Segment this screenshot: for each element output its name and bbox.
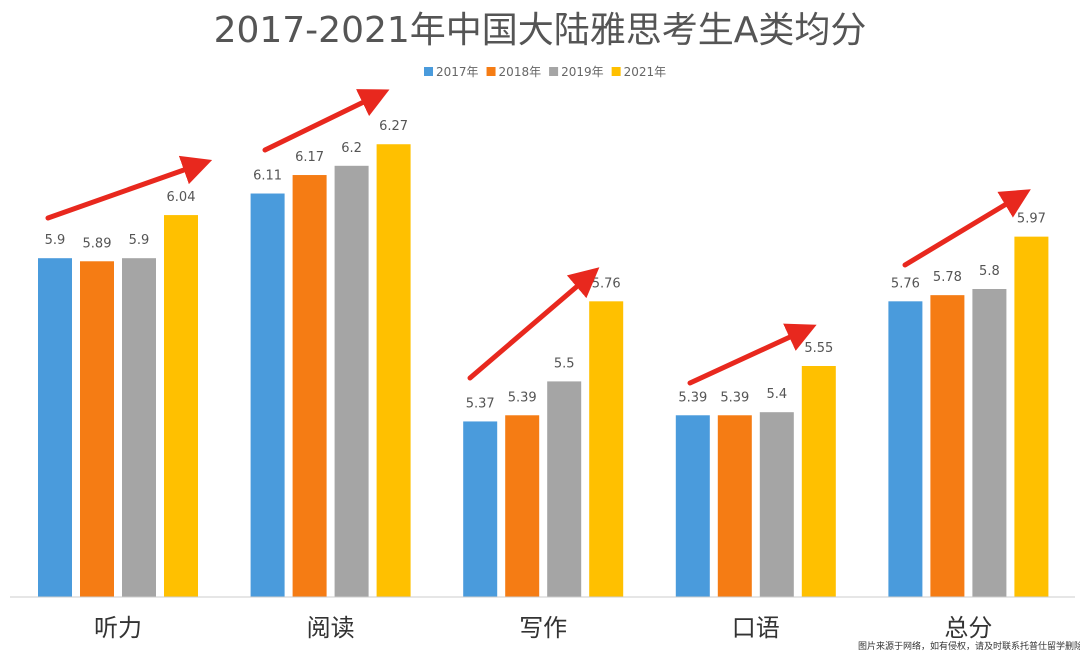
- data-label: 6.27: [379, 119, 408, 134]
- arrow-icon: [467, 267, 600, 381]
- data-label: 5.55: [804, 341, 833, 356]
- data-label: 5.76: [592, 276, 621, 291]
- bar: [547, 381, 582, 597]
- bars: [38, 144, 1049, 598]
- category-label: 总分: [944, 614, 992, 642]
- legend-label: 2018年: [499, 65, 542, 79]
- annotation-arrows: [45, 89, 1031, 386]
- bar: [675, 415, 710, 597]
- data-label: 5.39: [678, 390, 707, 405]
- bar: [376, 144, 411, 598]
- data-label: 6.2: [341, 141, 362, 156]
- legend-swatch: [549, 67, 559, 76]
- data-label: 5.97: [1017, 212, 1046, 227]
- bar: [930, 295, 965, 597]
- data-label: 5.37: [466, 396, 495, 411]
- category-label: 听力: [94, 614, 142, 642]
- category-label: 口语: [732, 614, 780, 642]
- bar: [888, 301, 923, 597]
- bar: [505, 415, 540, 597]
- bar: [759, 412, 794, 597]
- arrow-icon: [687, 323, 817, 386]
- data-label: 6.04: [167, 190, 196, 205]
- legend-label: 2021年: [624, 65, 667, 79]
- arrow-icon: [45, 155, 213, 221]
- bar: [164, 215, 198, 597]
- bar: [334, 165, 369, 598]
- data-label: 5.39: [508, 390, 537, 405]
- bar: [292, 175, 327, 598]
- data-label: 6.17: [295, 150, 324, 165]
- bar: [1014, 236, 1049, 597]
- legend-swatch: [611, 67, 621, 76]
- bar: [250, 193, 285, 597]
- bar: [589, 301, 624, 597]
- legend-label: 2019年: [561, 65, 604, 79]
- data-label: 5.9: [129, 233, 150, 248]
- category-labels: 听力 阅读 写作 口语 总分: [94, 614, 992, 642]
- legend: 2017年 2018年 2019年 2021年: [424, 65, 666, 79]
- bar: [717, 415, 752, 597]
- arrow-icon: [262, 89, 390, 153]
- bar: [38, 258, 72, 597]
- data-label: 5.8: [979, 264, 1000, 279]
- legend-label: 2017年: [436, 65, 479, 79]
- arrow-icon: [902, 189, 1031, 268]
- data-label: 5.78: [933, 270, 962, 285]
- bar: [801, 366, 836, 597]
- category-label: 阅读: [307, 614, 355, 642]
- category-label: 写作: [519, 614, 567, 642]
- legend-swatch: [486, 67, 496, 76]
- bar: [463, 421, 498, 597]
- bar: [122, 258, 156, 597]
- legend-swatch: [424, 67, 433, 76]
- data-label: 5.39: [720, 390, 749, 405]
- data-label: 5.9: [45, 233, 66, 248]
- data-labels: 5.9 5.89 5.9 6.04 6.11 6.17 6.2 6.27 5.37 5.39 5.5…: [45, 119, 1046, 411]
- bar: [80, 261, 114, 597]
- watermark: 图片来源于网络，如有侵权，请及时联系托普仕留学删除: [858, 642, 1080, 652]
- data-label: 5.89: [83, 236, 112, 251]
- data-label: 6.11: [253, 169, 282, 184]
- data-label: 5.4: [766, 387, 787, 402]
- bar: [972, 289, 1007, 597]
- data-label: 5.5: [554, 356, 575, 371]
- data-label: 5.76: [891, 276, 920, 291]
- chart-title: 2017-2021年中国大陆雅思考生A类均分: [214, 10, 867, 51]
